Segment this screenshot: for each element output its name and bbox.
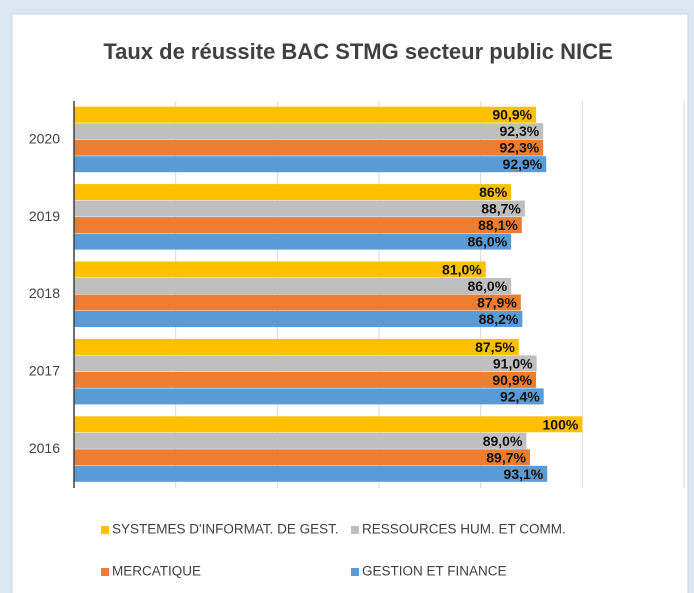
data-label: 88,7% — [481, 201, 521, 217]
bar — [74, 217, 522, 234]
legend-label: RESSOURCES HUM. ET COMM. — [362, 522, 566, 537]
bar — [74, 200, 525, 217]
data-label: 92,3% — [499, 140, 539, 156]
data-label: 100% — [543, 416, 579, 432]
bar — [74, 338, 519, 355]
data-label: 88,1% — [478, 217, 518, 233]
y-tick-label: 2018 — [29, 285, 60, 301]
legend-label: SYSTEMES D'INFORMAT. DE GEST. — [112, 522, 339, 537]
bar — [74, 233, 512, 250]
data-label: 89,0% — [483, 433, 523, 449]
bar — [74, 139, 544, 156]
legend-swatch — [101, 568, 109, 576]
bar — [74, 416, 583, 433]
bar — [74, 184, 512, 201]
bar — [74, 388, 544, 405]
data-label: 91,0% — [493, 355, 533, 371]
data-label: 86,0% — [467, 234, 507, 250]
bar — [74, 355, 537, 372]
data-label: 92,9% — [503, 156, 543, 172]
bar — [74, 449, 530, 466]
bar — [74, 294, 521, 311]
bar — [74, 156, 547, 173]
bar — [74, 465, 548, 482]
bar — [74, 311, 523, 327]
data-label: 88,2% — [479, 311, 519, 327]
data-label: 87,5% — [475, 339, 515, 355]
bar — [74, 432, 527, 449]
bar — [74, 371, 537, 388]
data-label: 90,9% — [492, 107, 532, 123]
legend-swatch — [101, 526, 109, 534]
legend-swatch — [351, 526, 359, 534]
legend-swatch — [351, 568, 359, 576]
bar — [74, 106, 537, 123]
y-tick-label: 2017 — [29, 363, 60, 379]
y-tick-label: 2019 — [29, 208, 60, 224]
data-label: 93,1% — [504, 466, 544, 482]
data-label: 87,9% — [477, 294, 517, 310]
data-label: 92,4% — [500, 388, 540, 404]
legend-label: MERCATIQUE — [112, 564, 201, 579]
bar — [74, 123, 544, 140]
chart-title: Taux de réussite BAC STMG secteur public… — [103, 39, 612, 64]
bar — [74, 261, 486, 278]
legend-label: GESTION ET FINANCE — [362, 564, 507, 579]
data-label: 86% — [479, 184, 508, 200]
data-label: 86,0% — [467, 278, 507, 294]
y-tick-label: 2020 — [29, 130, 60, 146]
data-label: 90,9% — [492, 372, 532, 388]
y-tick-label: 2016 — [29, 440, 60, 456]
data-label: 81,0% — [442, 261, 482, 277]
data-label: 92,3% — [499, 123, 539, 139]
bar — [74, 278, 512, 294]
data-label: 89,7% — [486, 449, 526, 465]
